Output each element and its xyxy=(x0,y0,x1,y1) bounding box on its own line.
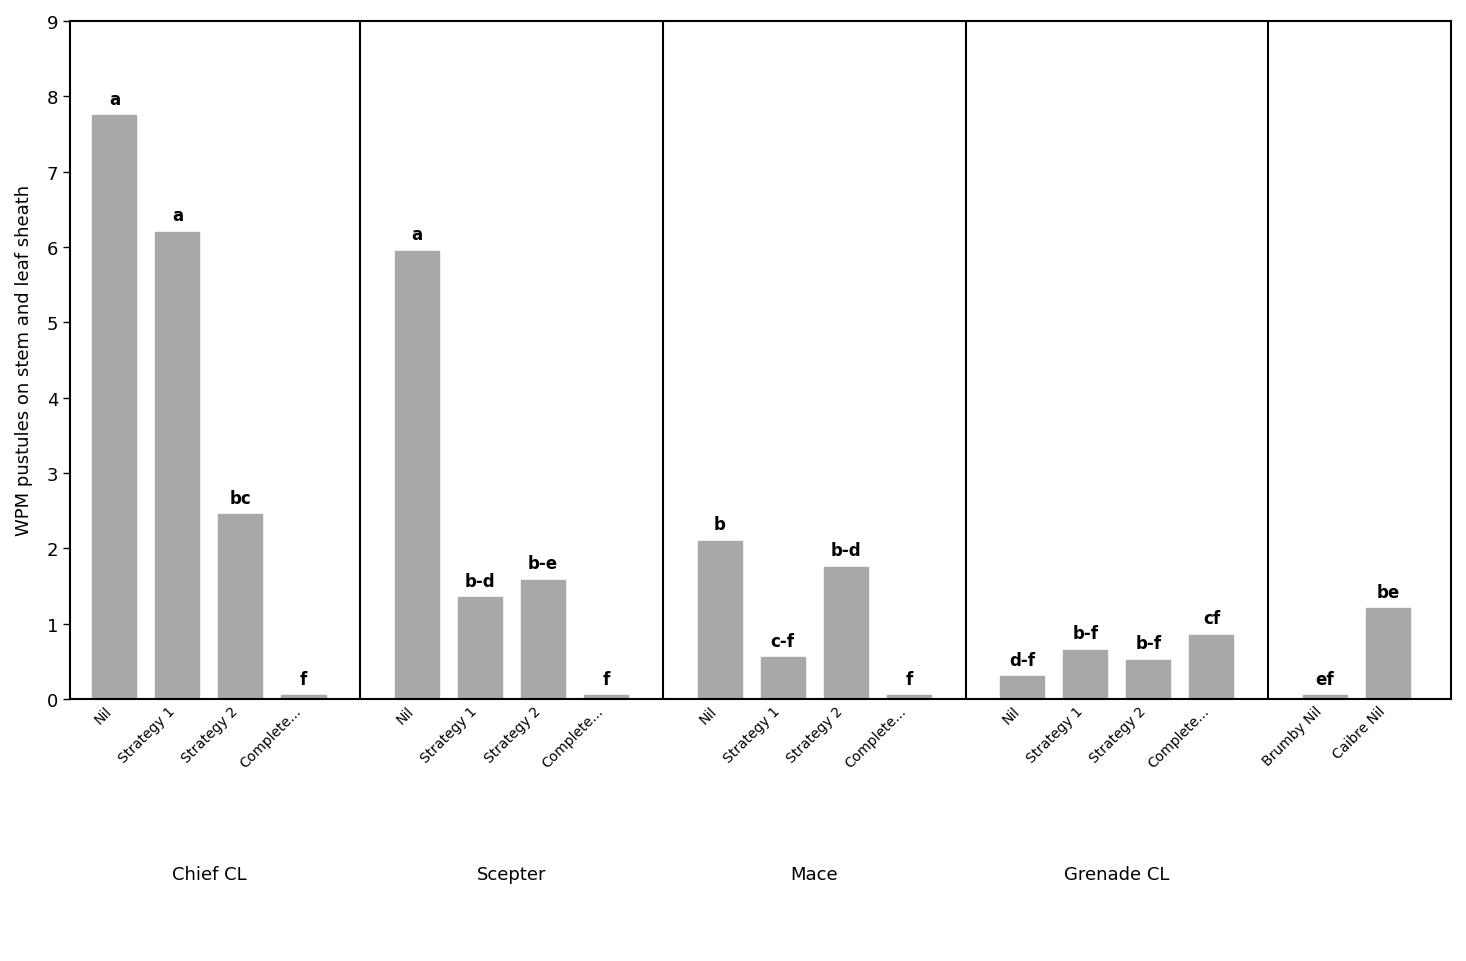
Bar xyxy=(281,696,325,699)
Bar xyxy=(761,657,805,699)
Bar xyxy=(394,252,438,699)
Bar xyxy=(520,580,564,699)
Bar xyxy=(155,233,199,699)
Text: f: f xyxy=(301,670,306,688)
Bar xyxy=(1303,696,1347,699)
Text: cf: cf xyxy=(1202,609,1220,628)
Bar xyxy=(698,541,742,699)
Bar xyxy=(583,696,629,699)
Text: ef: ef xyxy=(1315,670,1334,688)
Bar xyxy=(824,567,868,699)
Bar xyxy=(1189,635,1233,699)
Text: b: b xyxy=(714,516,726,533)
Text: b-f: b-f xyxy=(1072,625,1098,643)
Bar xyxy=(1366,609,1410,699)
Text: a: a xyxy=(108,90,120,109)
Text: Scepter: Scepter xyxy=(476,865,547,882)
Y-axis label: WPM pustules on stem and leaf sheath: WPM pustules on stem and leaf sheath xyxy=(15,185,34,536)
Text: c-f: c-f xyxy=(771,632,795,651)
Bar xyxy=(218,515,262,699)
Bar xyxy=(457,598,501,699)
Text: Mace: Mace xyxy=(790,865,839,882)
Text: b-f: b-f xyxy=(1135,634,1161,653)
Text: be: be xyxy=(1377,583,1400,602)
Text: Grenade CL: Grenade CL xyxy=(1064,865,1170,882)
Text: a: a xyxy=(172,208,183,225)
Bar xyxy=(92,116,136,699)
Bar xyxy=(887,696,931,699)
Text: Chief CL: Chief CL xyxy=(172,865,246,882)
Text: b-d: b-d xyxy=(830,542,861,560)
Bar xyxy=(1063,651,1107,699)
Bar xyxy=(1000,677,1044,699)
Text: bc: bc xyxy=(230,489,251,507)
Text: a: a xyxy=(412,226,422,244)
Text: b-d: b-d xyxy=(465,572,496,590)
Text: d-f: d-f xyxy=(1009,651,1035,669)
Bar xyxy=(1126,660,1170,699)
Text: b-e: b-e xyxy=(528,554,559,573)
Text: f: f xyxy=(603,670,610,688)
Text: f: f xyxy=(905,670,912,688)
